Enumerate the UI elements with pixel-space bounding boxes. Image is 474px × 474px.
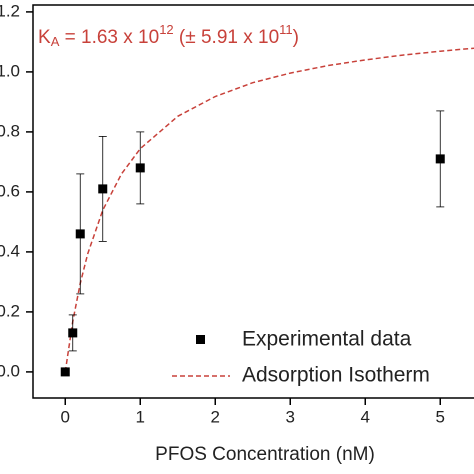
- plot-frame: [32, 4, 474, 399]
- data-point: [60, 367, 70, 377]
- annotation-part: K: [38, 27, 51, 48]
- x-tick-label: 4: [361, 407, 370, 426]
- annotation-part: 12: [159, 22, 173, 37]
- data-point: [135, 163, 145, 173]
- legend-label: Adsorption Isotherm: [242, 364, 430, 387]
- y-tick-label: 0.6: [0, 181, 20, 200]
- data-point: [435, 154, 445, 164]
- x-tick-label: 2: [211, 407, 220, 426]
- x-tick-label: 3: [286, 407, 295, 426]
- data-point: [75, 229, 85, 239]
- data-point: [98, 184, 108, 194]
- x-tick-label: 1: [136, 407, 145, 426]
- annotation-part: A: [51, 34, 60, 49]
- annotation-part: = 1.63 x 10: [59, 27, 159, 48]
- x-tick-label: 0: [61, 407, 70, 426]
- isotherm-line: [64, 47, 474, 373]
- y-tick-label: 0.4: [0, 241, 20, 260]
- annotation-part: 11: [279, 22, 293, 37]
- y-tick-label: 1.0: [0, 61, 20, 80]
- annotation-part: ): [293, 27, 299, 48]
- annotation: KA = 1.63 x 1012 (± 5.91 x 1011): [38, 22, 299, 49]
- y-tick-label: 0.2: [0, 301, 20, 320]
- y-tick-label: 0.8: [0, 121, 20, 140]
- legend-label: Experimental data: [242, 328, 412, 351]
- legend-marker: [196, 335, 205, 344]
- y-tick-label: 0.0: [0, 361, 20, 380]
- x-tick-label: 5: [436, 407, 445, 426]
- y-tick-label: 1.2: [0, 1, 20, 20]
- x-axis-label: PFOS Concentration (nM): [155, 444, 375, 465]
- annotation-part: (± 5.91 x 10: [174, 27, 279, 48]
- data-point: [68, 328, 78, 338]
